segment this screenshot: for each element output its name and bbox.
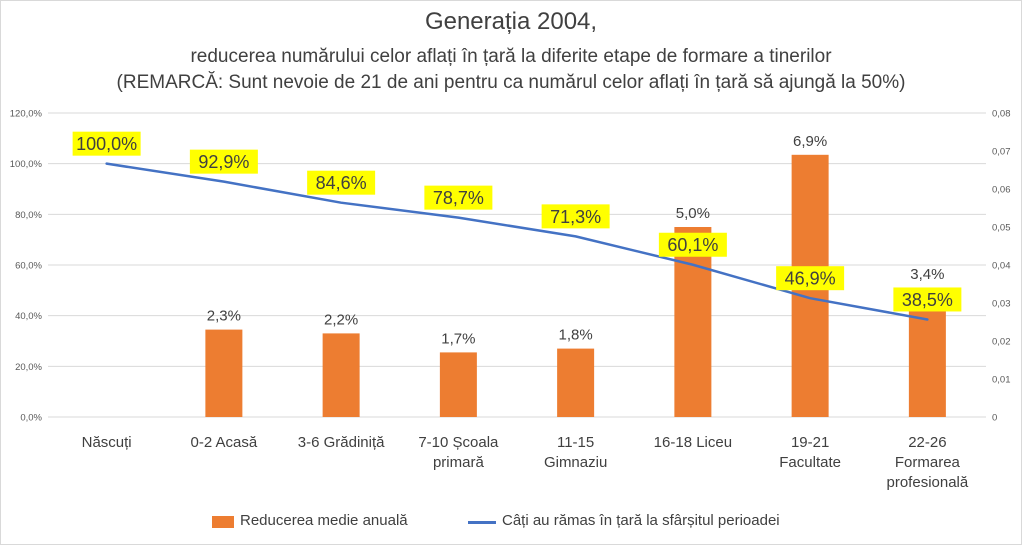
line-data-label: 78,7%: [433, 188, 484, 208]
chart-subtitle: reducerea numărului celor aflați în țară…: [190, 46, 832, 67]
category-label: 19-21: [791, 434, 829, 451]
line-series: [105, 162, 929, 321]
line-data-label: 46,9%: [785, 269, 836, 289]
chart-note: (REMARCĂ: Sunt nevoie de 21 de ani pentr…: [116, 72, 906, 93]
category-label: 3-6 Grădiniță: [298, 434, 385, 451]
category-label: profesională: [887, 474, 969, 491]
left-axis-tick-label: 60,0%: [15, 261, 42, 272]
left-axis-tick-label: 40,0%: [15, 311, 42, 322]
left-axis-tick-label: 20,0%: [15, 362, 42, 373]
right-axis-tick-label: 0,05: [992, 223, 1011, 234]
category-label: primară: [433, 454, 485, 471]
category-label: Facultate: [779, 454, 841, 471]
right-axis-tick-label: 0,04: [992, 261, 1011, 272]
line-data-label: 84,6%: [316, 173, 367, 193]
line-data-label: 92,9%: [198, 152, 249, 172]
category-label: 16-18 Liceu: [654, 434, 732, 451]
right-axis-tick-label: 0: [992, 413, 997, 424]
line-data-label: 60,1%: [667, 235, 718, 255]
legend-line-swatch: [468, 521, 496, 524]
bar-data-label: 2,3%: [207, 308, 241, 325]
category-label: 22-26: [908, 434, 946, 451]
line-label-highlight: [72, 131, 141, 156]
line-label-highlight: [189, 149, 258, 174]
line-label-highlight: [776, 266, 845, 291]
line-label-highlight: [658, 232, 727, 257]
left-axis-tick-label: 0,0%: [20, 413, 42, 424]
bar-data-label: 6,9%: [793, 133, 827, 150]
right-axis-tick-label: 0,08: [992, 109, 1011, 120]
bar-data-label: 3,4%: [910, 266, 944, 283]
bar: [322, 333, 360, 417]
right-axis-tick-label: 0,06: [992, 185, 1011, 196]
right-axis-tick-label: 0,07: [992, 147, 1011, 158]
line-data-label: 100,0%: [76, 134, 137, 154]
bar-data-label: 2,2%: [324, 311, 358, 328]
bar: [439, 352, 477, 417]
bar-data-label: 1,8%: [559, 327, 593, 344]
line-label-highlight: [541, 204, 610, 229]
left-axis-tick-label: 80,0%: [15, 210, 42, 221]
category-label: 7-10 Școala: [418, 434, 499, 451]
left-axis-tick-label: 120,0%: [10, 109, 43, 120]
bar-data-label: 1,7%: [441, 330, 475, 347]
legend-bar-label: Reducerea medie anuală: [240, 512, 408, 529]
right-axis-tick-label: 0,03: [992, 299, 1011, 310]
category-label: Gimnaziu: [544, 454, 607, 471]
category-label: 11-15: [557, 434, 594, 451]
line-label-highlight: [307, 170, 376, 195]
chart-title: Generația 2004,: [424, 8, 598, 35]
bar: [674, 227, 712, 417]
line-label-highlight: [893, 287, 962, 312]
category-label: Formarea: [895, 454, 961, 471]
category-label: 0-2 Acasă: [191, 434, 258, 451]
right-axis-tick-label: 0,02: [992, 337, 1011, 348]
legend-bar-swatch: [212, 516, 234, 528]
line-data-label: 71,3%: [550, 207, 601, 227]
right-axis-tick-label: 0,01: [992, 375, 1011, 386]
line-label-highlight: [424, 185, 493, 210]
category-label: Născuți: [82, 434, 132, 451]
bar-data-label: 5,0%: [676, 205, 710, 222]
left-axis-tick-label: 100,0%: [10, 159, 43, 170]
bar: [557, 348, 595, 417]
line-data-label: 38,5%: [902, 290, 953, 310]
legend-line-label: Câți au rămas în țară la sfârșitul perio…: [502, 512, 780, 529]
bar: [205, 329, 243, 417]
